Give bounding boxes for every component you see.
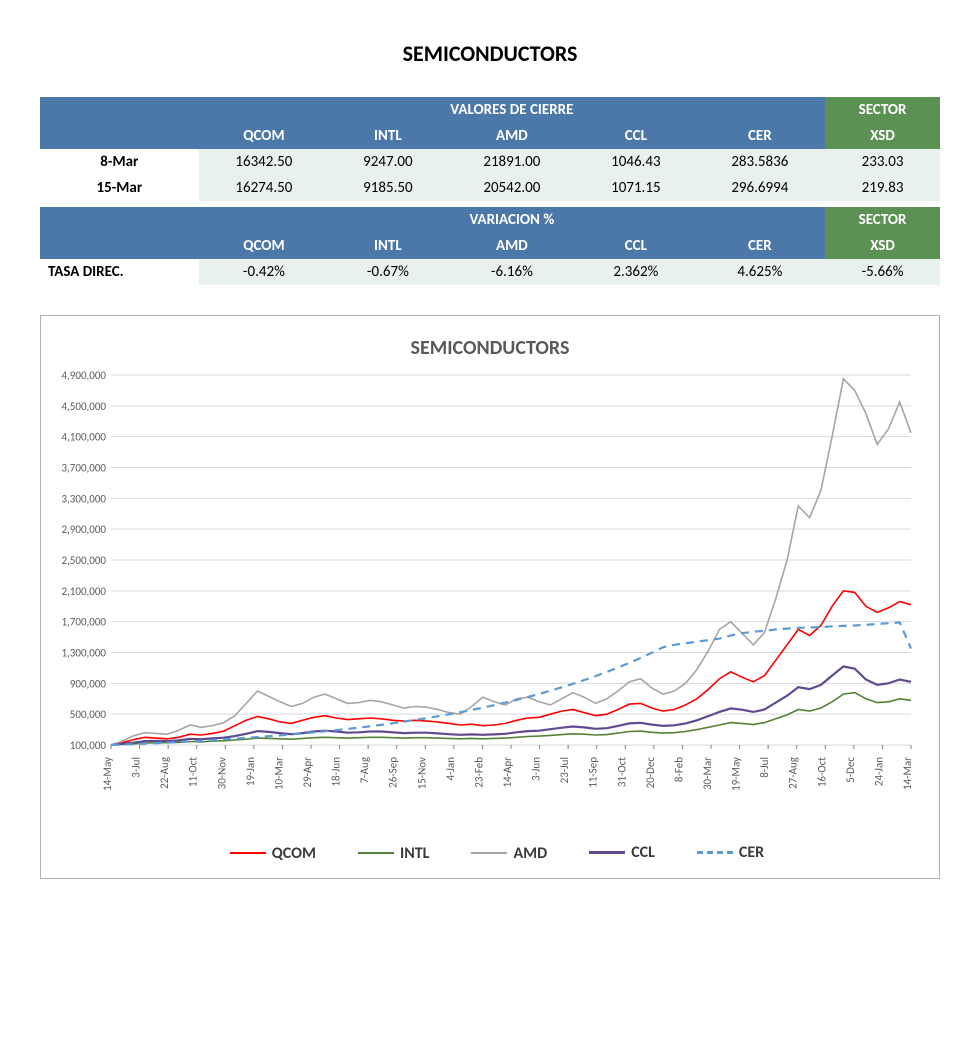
- svg-text:2,900,000: 2,900,000: [61, 523, 106, 536]
- page-title: SEMICONDUCTORS: [40, 40, 940, 67]
- tbl1-col-2: AMD: [447, 123, 577, 149]
- legend-item-amd: AMD: [457, 844, 547, 863]
- tbl2-c0: -0.42%: [199, 259, 329, 285]
- legend-item-intl: INTL: [344, 844, 430, 863]
- tbl1-row-header-blank: [40, 97, 199, 123]
- tbl2-col-1: INTL: [329, 233, 447, 259]
- svg-text:11-Sep: 11-Sep: [587, 757, 600, 788]
- svg-text:14-Apr: 14-Apr: [501, 757, 514, 788]
- table-valores-cierre: VALORES DE CIERRE SECTOR QCOM INTL AMD C…: [40, 97, 940, 285]
- tbl1-r0-c4: 283.5836: [695, 149, 825, 175]
- tbl2-title: VARIACION %: [199, 207, 825, 233]
- chart-container: SEMICONDUCTORS 100,000 500,000 900,000 1,30…: [40, 315, 940, 879]
- table-row: 8-Mar 16342.50 9247.00 21891.00 1046.43 …: [40, 149, 940, 175]
- svg-text:10-Mar: 10-Mar: [272, 757, 285, 790]
- svg-text:2,100,000: 2,100,000: [61, 585, 106, 598]
- tbl1-r0-label: 8-Mar: [40, 149, 199, 175]
- legend-item-ccl: CCL: [575, 843, 655, 862]
- svg-text:29-Apr: 29-Apr: [301, 757, 314, 788]
- svg-text:3-Jul: 3-Jul: [130, 757, 143, 778]
- svg-text:4,500,000: 4,500,000: [61, 400, 106, 413]
- svg-text:26-Sep: 26-Sep: [387, 757, 400, 788]
- tbl2-col-3: CCL: [577, 233, 695, 259]
- svg-text:23-Jul: 23-Jul: [558, 757, 571, 783]
- tbl2-c4: 4.625%: [695, 259, 825, 285]
- tbl1-col-blank: [40, 123, 199, 149]
- table-row: 15-Mar 16274.50 9185.50 20542.00 1071.15…: [40, 175, 940, 201]
- tbl1-col-3: CCL: [577, 123, 695, 149]
- tbl1-r1-c2: 20542.00: [447, 175, 577, 201]
- svg-text:18-Jun: 18-Jun: [330, 757, 343, 787]
- svg-text:3,700,000: 3,700,000: [61, 462, 106, 475]
- tbl1-r1-c0: 16274.50: [199, 175, 329, 201]
- tbl1-r1-label: 15-Mar: [40, 175, 199, 201]
- tbl1-r1-sector: 219.83: [825, 175, 940, 201]
- svg-text:2,500,000: 2,500,000: [61, 554, 106, 567]
- tbl1-r0-c0: 16342.50: [199, 149, 329, 175]
- svg-text:3-Jun: 3-Jun: [530, 757, 543, 781]
- svg-text:100,000: 100,000: [70, 739, 107, 752]
- svg-text:4-Jan: 4-Jan: [444, 757, 457, 781]
- tbl2-c1: -0.67%: [329, 259, 447, 285]
- tbl1-title: VALORES DE CIERRE: [199, 97, 825, 123]
- svg-text:31-Oct: 31-Oct: [615, 757, 628, 787]
- legend-item-qcom: QCOM: [216, 844, 316, 863]
- svg-text:16-Oct: 16-Oct: [815, 757, 828, 787]
- tbl2-row-header-blank: [40, 207, 199, 233]
- svg-text:14-Mar: 14-Mar: [901, 757, 914, 790]
- tbl2-c2: -6.16%: [447, 259, 577, 285]
- tbl1-r1-c1: 9185.50: [329, 175, 447, 201]
- tbl1-r0-c1: 9247.00: [329, 149, 447, 175]
- svg-text:19-May: 19-May: [730, 757, 743, 791]
- svg-text:7-Aug: 7-Aug: [358, 757, 371, 783]
- svg-text:500,000: 500,000: [70, 708, 107, 721]
- tbl2-row-label: TASA DIREC.: [40, 259, 199, 285]
- svg-text:3,300,000: 3,300,000: [61, 492, 106, 505]
- chart-legend: QCOM INTL AMD CCL CER: [51, 830, 929, 878]
- tbl1-sector-col: XSD: [825, 123, 940, 149]
- svg-text:30-Mar: 30-Mar: [701, 757, 714, 790]
- svg-text:27-Aug: 27-Aug: [787, 757, 800, 789]
- svg-text:1,300,000: 1,300,000: [61, 647, 106, 660]
- tbl2-col-2: AMD: [447, 233, 577, 259]
- tbl2-sector-title: SECTOR: [825, 207, 940, 233]
- tbl1-r1-c4: 296.6994: [695, 175, 825, 201]
- tbl2-col-blank: [40, 233, 199, 259]
- svg-text:24-Jan: 24-Jan: [872, 757, 885, 786]
- svg-text:22-Aug: 22-Aug: [158, 757, 171, 789]
- tbl1-r1-c3: 1071.15: [577, 175, 695, 201]
- svg-text:900,000: 900,000: [70, 677, 107, 690]
- svg-text:14-May: 14-May: [101, 757, 114, 791]
- tbl2-sector-col: XSD: [825, 233, 940, 259]
- tbl1-col-0: QCOM: [199, 123, 329, 149]
- tbl1-r0-c2: 21891.00: [447, 149, 577, 175]
- legend-item-cer: CER: [683, 843, 764, 862]
- line-chart: 100,000 500,000 900,000 1,300,000 1,700,000 2…: [51, 365, 921, 825]
- svg-text:23-Feb: 23-Feb: [472, 757, 485, 788]
- chart-title: SEMICONDUCTORS: [51, 336, 929, 360]
- tbl2-col-4: CER: [695, 233, 825, 259]
- tbl1-col-4: CER: [695, 123, 825, 149]
- svg-text:19-Jan: 19-Jan: [244, 757, 257, 786]
- svg-text:20-Dec: 20-Dec: [644, 757, 657, 789]
- tbl1-r0-c3: 1046.43: [577, 149, 695, 175]
- tbl2-c3: 2.362%: [577, 259, 695, 285]
- svg-text:15-Nov: 15-Nov: [415, 757, 428, 789]
- svg-text:4,900,000: 4,900,000: [61, 369, 106, 382]
- svg-text:30-Nov: 30-Nov: [215, 757, 228, 789]
- svg-text:1,700,000: 1,700,000: [61, 616, 106, 629]
- tbl2-col-0: QCOM: [199, 233, 329, 259]
- tbl1-col-1: INTL: [329, 123, 447, 149]
- svg-text:11-Oct: 11-Oct: [187, 757, 200, 787]
- svg-text:8-Jul: 8-Jul: [758, 757, 771, 778]
- tbl1-r0-sector: 233.03: [825, 149, 940, 175]
- table-row: TASA DIREC. -0.42% -0.67% -6.16% 2.362% …: [40, 259, 940, 285]
- svg-text:8-Feb: 8-Feb: [672, 757, 685, 782]
- tbl2-sector: -5.66%: [825, 259, 940, 285]
- tbl1-sector-title: SECTOR: [825, 97, 940, 123]
- svg-text:4,100,000: 4,100,000: [61, 431, 106, 444]
- svg-text:5-Dec: 5-Dec: [844, 757, 857, 783]
